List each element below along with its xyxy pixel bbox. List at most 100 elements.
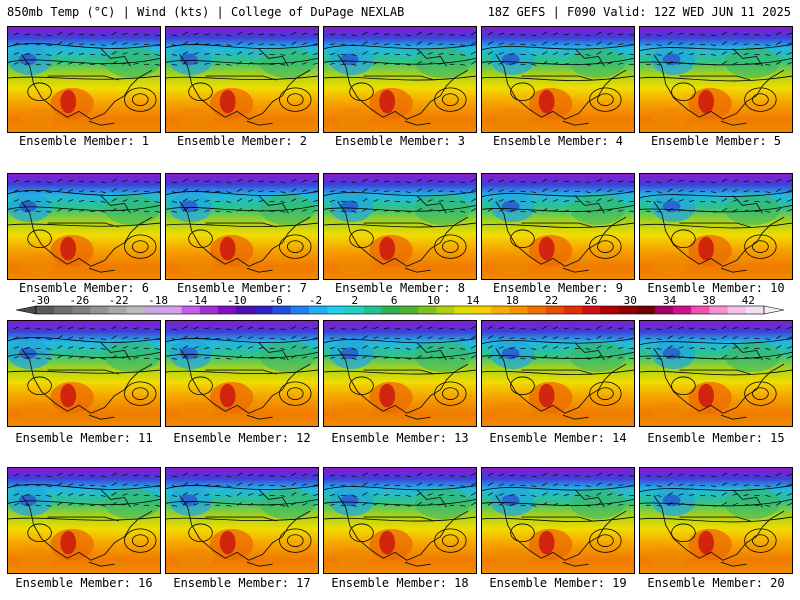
ensemble-member-label: Ensemble Member: 3: [334, 134, 466, 148]
ensemble-member-label: Ensemble Member: 15: [647, 431, 785, 445]
colorbar-tick-label: -10: [227, 294, 247, 307]
ensemble-member-label: Ensemble Member: 1: [18, 134, 150, 148]
temperature-colorbar: -30 -26 -22 -18 -14 -10 -6 -2 2 6 10 14 18 22 26 30 34 38…: [15, 294, 785, 315]
colorbar-swatch: [472, 306, 492, 314]
colorbar-tick-label: 22: [545, 294, 558, 307]
colorbar-tick-label: 10: [427, 294, 440, 307]
ensemble-map-panel: [639, 320, 793, 427]
map-title: 850mb Temp (°C) | Wind (kts) | College o…: [7, 5, 405, 19]
ensemble-member-label: Ensemble Member: 20: [647, 576, 785, 590]
colorbar-tick-label: 30: [624, 294, 637, 307]
colorbar-tick-label: 2: [351, 294, 358, 307]
colorbar-swatch: [36, 306, 55, 314]
colorbar-tick-label: 42: [742, 294, 755, 307]
ensemble-member-label: Ensemble Member: 2: [176, 134, 308, 148]
colorbar-swatch: [491, 306, 510, 314]
colorbar-swatch: [727, 306, 747, 314]
colorbar-swatch: [381, 306, 401, 314]
temperature-map: [8, 27, 160, 132]
temperature-map: [166, 321, 318, 426]
colorbar-swatch: [545, 306, 565, 314]
colorbar-extend-high: [763, 305, 785, 315]
colorbar-swatch: [745, 306, 765, 314]
ensemble-member-label: Ensemble Member: 11: [15, 431, 153, 445]
colorbar-tick-label: 6: [391, 294, 398, 307]
ensemble-member-label: Ensemble Member: 5: [650, 134, 782, 148]
temperature-map: [8, 468, 160, 573]
ensemble-map-panel: [481, 26, 635, 133]
colorbar-swatch: [236, 306, 255, 314]
ensemble-map-panel: [165, 320, 319, 427]
ensemble-map-panel: [323, 467, 477, 574]
colorbar-tick-label: -14: [187, 294, 207, 307]
colorbar-tick-label: -2: [309, 294, 322, 307]
colorbar-tick-label: 18: [506, 294, 519, 307]
colorbar-swatch: [563, 306, 583, 314]
colorbar-swatch: [436, 306, 455, 314]
colorbar-swatch: [636, 306, 656, 314]
colorbar-tick-label: -30: [30, 294, 50, 307]
colorbar-swatch: [618, 306, 637, 314]
temperature-map: [8, 174, 160, 279]
ensemble-member-label: Ensemble Member: 19: [489, 576, 627, 590]
colorbar-swatch: [72, 306, 91, 314]
temperature-map: [640, 468, 792, 573]
temperature-map: [482, 27, 634, 132]
colorbar-swatch: [254, 306, 273, 314]
temperature-map: [324, 174, 476, 279]
ensemble-map-panel: [323, 26, 477, 133]
temperature-map: [324, 321, 476, 426]
colorbar-swatch: [272, 306, 292, 314]
colorbar-tick-label: 26: [584, 294, 597, 307]
temperature-map: [640, 174, 792, 279]
temperature-map: [482, 174, 634, 279]
ensemble-map-panel: [481, 467, 635, 574]
ensemble-member-label: Ensemble Member: 4: [492, 134, 624, 148]
ensemble-map-panel: [323, 320, 477, 427]
colorbar-swatch: [527, 306, 546, 314]
ensemble-member-label: Ensemble Member: 8: [334, 281, 466, 295]
temperature-map: [640, 27, 792, 132]
ensemble-member-label: Ensemble Member: 9: [492, 281, 624, 295]
colorbar-swatch: [218, 306, 237, 314]
ensemble-member-label: Ensemble Member: 17: [173, 576, 311, 590]
colorbar-swatch: [145, 306, 164, 314]
colorbar-swatch: [709, 306, 728, 314]
colorbar-swatch: [418, 306, 437, 314]
ensemble-map-panel: [639, 26, 793, 133]
temperature-map: [166, 468, 318, 573]
temperature-map: [166, 174, 318, 279]
ensemble-member-label: Ensemble Member: 18: [331, 576, 469, 590]
colorbar-swatch: [691, 306, 710, 314]
colorbar-swatch: [400, 306, 419, 314]
ensemble-member-label: Ensemble Member: 13: [331, 431, 469, 445]
temperature-map: [640, 321, 792, 426]
ensemble-map-panel: [481, 320, 635, 427]
ensemble-map-panel: [7, 467, 161, 574]
colorbar-extend-low: [15, 305, 37, 315]
colorbar-swatch: [327, 306, 346, 314]
colorbar-swatch: [90, 306, 110, 314]
colorbar-tick-label: -18: [148, 294, 168, 307]
colorbar-swatch: [673, 306, 692, 314]
ensemble-member-label: Ensemble Member: 16: [15, 576, 153, 590]
ensemble-map-panel: [7, 26, 161, 133]
colorbar-swatch: [454, 306, 474, 314]
valid-time-label: 18Z GEFS | F090 Valid: 12Z WED JUN 11 20…: [487, 5, 791, 19]
colorbar-swatch: [600, 306, 619, 314]
ensemble-map-panel: [639, 173, 793, 280]
colorbar-swatch: [127, 306, 146, 314]
colorbar-tick-label: -6: [269, 294, 282, 307]
temperature-map: [324, 468, 476, 573]
ensemble-map-panel: [7, 173, 161, 280]
colorbar-tick-label: 14: [466, 294, 480, 307]
ensemble-map-panel: [165, 173, 319, 280]
colorbar-swatch: [654, 306, 674, 314]
temperature-map: [482, 321, 634, 426]
ensemble-map-panel: [639, 467, 793, 574]
temperature-map: [324, 27, 476, 132]
ensemble-map-panel: [7, 320, 161, 427]
temperature-map: [482, 468, 634, 573]
colorbar-tick-label: -26: [69, 294, 89, 307]
colorbar-tick-label: -22: [109, 294, 129, 307]
